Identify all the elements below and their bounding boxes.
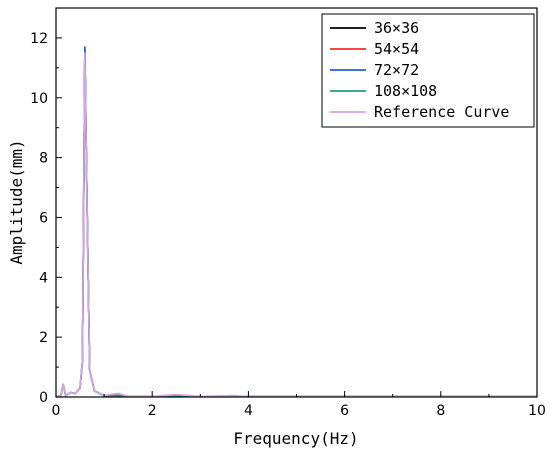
legend-label-3: 72×72 [374, 61, 419, 79]
legend: 36×36 54×54 72×72 108×108 Reference Curve [321, 13, 535, 128]
x-tick-label: 10 [528, 403, 546, 419]
legend-label-1: 36×36 [374, 19, 419, 37]
y-tick-label: 6 [39, 210, 48, 226]
legend-label-4: 108×108 [374, 82, 437, 100]
legend-label-2: 54×54 [374, 40, 419, 58]
x-tick-label: 2 [148, 403, 157, 419]
y-axis-label: Amplitude(mm) [7, 139, 26, 264]
y-tick-label: 0 [39, 390, 48, 406]
x-tick-label: 0 [52, 403, 61, 419]
x-tick-label: 6 [340, 403, 349, 419]
x-tick-label: 4 [244, 403, 253, 419]
legend-label-5: Reference Curve [374, 103, 509, 121]
x-axis-label: Frequency(Hz) [233, 429, 358, 448]
y-tick-label: 2 [39, 330, 48, 346]
x-tick-label: 8 [436, 403, 445, 419]
y-tick-label: 10 [30, 91, 48, 107]
y-tick-label: 8 [39, 151, 48, 167]
y-tick-label: 4 [39, 270, 48, 286]
y-tick-label: 12 [30, 31, 48, 47]
axes-layer: 0 2 4 6 8 10 0 2 4 6 8 10 12 [30, 7, 546, 419]
